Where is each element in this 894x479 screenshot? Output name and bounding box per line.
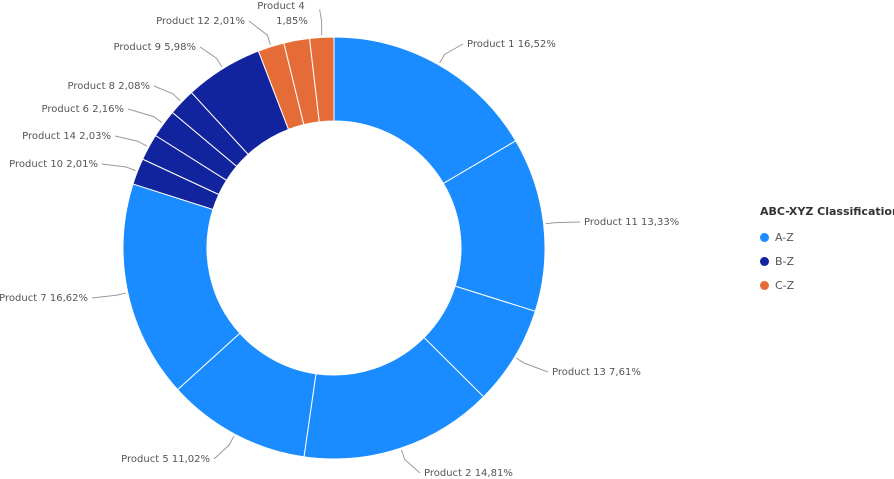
data-label-product-8: Product 8 2,08% xyxy=(68,81,150,92)
leader-line-product-9 xyxy=(199,46,223,68)
leader-line-product-2 xyxy=(401,449,421,474)
legend-item-a-z[interactable]: A-Z xyxy=(760,225,894,249)
data-label-product-6: Product 6 2,16% xyxy=(42,104,124,115)
legend-marker-a-z xyxy=(760,232,769,242)
data-label-product-7: Product 7 16,62% xyxy=(0,293,88,304)
data-label-product-12: Product 12 2,01% xyxy=(156,16,245,27)
legend: ABC-XYZ Classification A-Z B-Z C-Z xyxy=(760,205,894,297)
legend-marker-b-z xyxy=(760,256,769,266)
data-label-product-14: Product 14 2,03% xyxy=(22,131,111,142)
leader-line-product-7 xyxy=(91,292,126,299)
leader-line-product-6 xyxy=(127,108,163,123)
legend-item-c-z[interactable]: C-Z xyxy=(760,273,894,297)
leader-line-product-8 xyxy=(153,85,181,102)
data-label-product-9: Product 9 5,98% xyxy=(114,42,196,53)
data-label-product-13: Product 13 7,61% xyxy=(552,367,641,378)
leader-line-product-5 xyxy=(213,435,235,460)
data-label-product-2: Product 2 14,81% xyxy=(424,468,513,479)
data-label-product-4-name: Product 4 xyxy=(257,1,305,12)
leader-line-product-4 xyxy=(319,9,323,36)
leader-line-product-14 xyxy=(114,135,148,147)
leader-line-product-12 xyxy=(248,20,271,45)
leader-line-product-10 xyxy=(101,163,136,172)
legend-marker-c-z xyxy=(760,280,769,290)
legend-label-c-z: C-Z xyxy=(775,278,795,292)
data-label-product-1: Product 1 16,52% xyxy=(467,39,556,50)
legend-item-b-z[interactable]: B-Z xyxy=(760,249,894,273)
data-label-product-4-value: 1,85% xyxy=(276,16,308,27)
donut-slice-product-4[interactable] xyxy=(308,36,335,123)
leader-line-product-1 xyxy=(439,43,464,64)
legend-label-a-z: A-Z xyxy=(775,230,794,244)
data-label-product-11: Product 11 13,33% xyxy=(584,217,679,228)
legend-title: ABC-XYZ Classification xyxy=(760,205,894,218)
data-label-product-10: Product 10 2,01% xyxy=(9,159,98,170)
leader-line-product-11 xyxy=(545,221,581,225)
leader-line-product-13 xyxy=(516,357,549,373)
legend-label-b-z: B-Z xyxy=(775,254,795,268)
data-label-product-5: Product 5 11,02% xyxy=(121,454,210,465)
